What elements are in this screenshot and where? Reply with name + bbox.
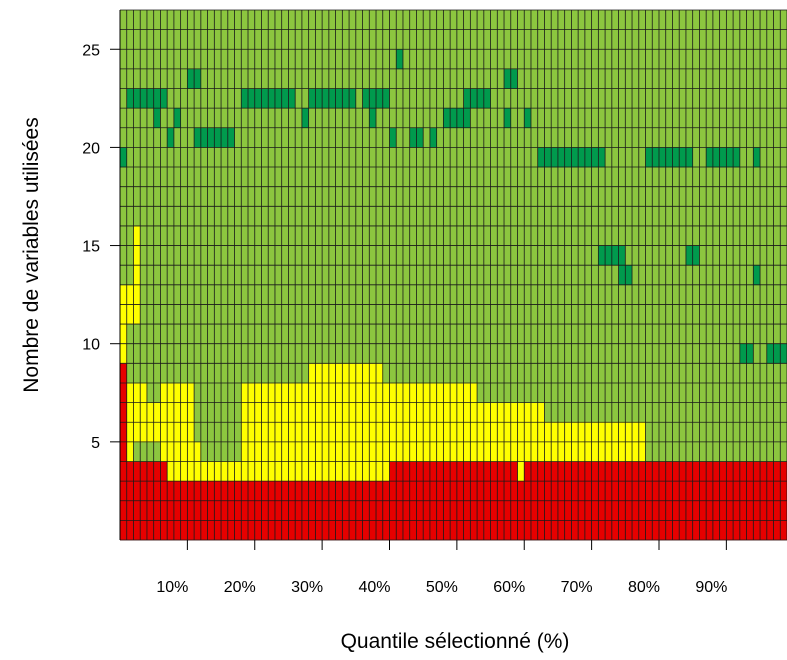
x-tick-label: 40% [358,579,390,596]
y-tick-label: 25 [82,42,100,59]
x-tick-label: 80% [628,579,660,596]
heatmap-cell-yellow [241,402,545,423]
heatmap-cell-light-green [402,49,787,70]
heatmap-cell-red [120,461,168,482]
heatmap-cell-dark-green [766,343,787,364]
heatmap-cell-red [120,520,787,541]
x-tick-label: 50% [426,579,458,596]
heatmap-cell-light-green [140,265,619,286]
heatmap-cell-red [120,402,128,423]
heatmap-cell-light-green [120,186,787,207]
heatmap-cell-light-green [120,10,787,30]
heatmap-cell-yellow [308,363,384,384]
heatmap-cell-yellow [241,382,478,403]
heatmap-cell-dark-green [753,265,761,286]
heatmap-cell-light-green [120,108,154,129]
y-axis-title: Nombre de variables utilisées [20,117,43,392]
heatmap-cell-light-green [200,68,505,89]
heatmap-cells [120,10,787,541]
heatmap-cell-dark-green [504,108,512,129]
heatmap-cell-yellow [120,343,128,364]
heatmap-cell-yellow [133,265,141,286]
heatmap-cell-light-green [167,88,242,109]
y-tick-label: 15 [82,239,100,256]
heatmap-cell-dark-green [706,147,741,168]
heatmap-cell-light-green [645,422,787,443]
heatmap-cell-yellow [133,245,141,266]
heatmap-cell-yellow [517,461,525,482]
heatmap-cell-yellow [133,225,141,246]
x-tick-label: 90% [695,579,727,596]
y-axis-ticks: 5 10 15 20 25 [82,42,120,452]
heatmap-cell-dark-green [645,147,693,168]
y-tick-label: 10 [82,337,100,354]
heatmap-cell-red [120,500,787,521]
heatmap-cell-yellow [167,461,390,482]
x-axis-ticks: 10% 20% 30% 40% 50% 60% 70% 80% 90% [156,540,727,596]
x-tick-label: 70% [561,579,593,596]
heatmap-cell-light-green [423,127,431,148]
heatmap-cell-dark-green [524,108,532,129]
heatmap-cell-yellow [120,324,128,345]
x-tick-label: 30% [291,579,323,596]
heatmap-cell-light-green [120,49,397,70]
heatmap-cell-dark-green [153,108,161,129]
heatmap-cell-light-green [389,88,464,109]
x-tick-label: 60% [493,579,525,596]
heatmap-cell-light-green [126,343,741,364]
heatmap-cell-light-green [126,363,309,384]
x-tick-label: 20% [224,579,256,596]
heatmap-cell-light-green [699,245,787,266]
heatmap-cell-dark-green [120,147,128,168]
heatmap-cell-dark-green [396,49,404,70]
heatmap-cell-yellow [120,304,141,325]
x-tick-label: 10% [156,579,188,596]
y-tick-label: 20 [82,140,100,157]
heatmap-cell-yellow [160,382,195,403]
heatmap-cell-light-green [120,88,128,109]
heatmap-cell-light-green [120,127,168,148]
heatmap-cell-dark-green [308,88,357,109]
heatmap-cell-light-green [126,147,539,168]
heatmap-cell-dark-green [389,127,397,148]
heatmap-cell-light-green [194,402,242,423]
heatmap-cell-light-green [308,108,370,129]
heatmap-cell-dark-green [301,108,309,129]
heatmap-gridlines [119,9,787,541]
heatmap-cell-dark-green [173,108,181,129]
heatmap-cell-dark-green [167,127,175,148]
x-axis-title: Quantile sélectionné (%) [341,630,570,653]
heatmap-cell-light-green [120,206,787,227]
y-tick-label: 5 [91,435,100,452]
heatmap-cell-dark-green [369,108,377,129]
heatmap-cell-red [120,382,128,403]
heatmap-cell-dark-green [429,127,437,148]
heatmap-cell-light-green [120,29,787,50]
heatmap-cell-light-green [470,108,505,129]
heatmap-cell-light-green [625,245,687,266]
heatmap-cell-light-green [645,441,787,462]
heatmap-cell-red [120,422,128,443]
heatmap-cell-red [120,481,787,502]
heatmap-cell-dark-green [753,147,761,168]
heatmap-cell-light-green [234,127,390,148]
heatmap-cell-light-green [173,127,195,148]
heatmap-cell-light-green [355,88,363,109]
heatmap-cell-red [389,461,518,482]
heatmap-cell-yellow [120,284,141,305]
heatmap-cell-yellow [126,382,148,403]
heatmap-cell-red [120,363,128,384]
heatmap-cell-light-green [120,167,787,187]
heatmap-cell-light-green [194,382,242,403]
heatmap-cell-red [524,461,787,482]
heatmap-cell-yellow [126,441,134,462]
heatmap-cell-light-green [194,422,242,443]
heatmap-cell-red [120,441,128,462]
